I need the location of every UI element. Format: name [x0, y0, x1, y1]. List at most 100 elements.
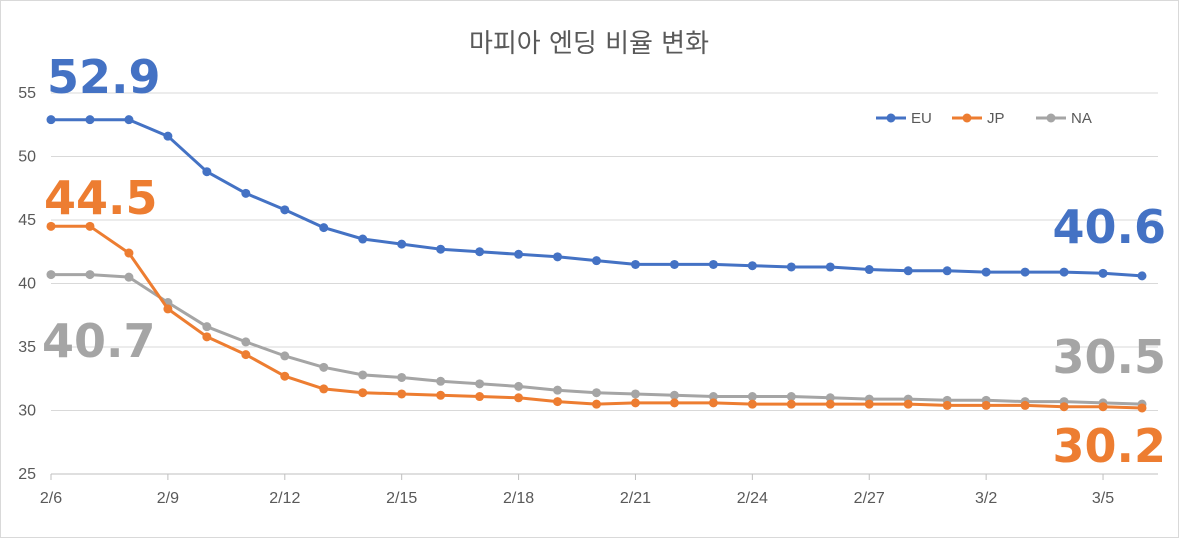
point-eu-2/10: [202, 167, 212, 177]
end-label-eu: 40.6: [1053, 200, 1167, 254]
y-tick-label-35: 35: [18, 339, 36, 356]
x-tick-label-2/27: 2/27: [854, 490, 885, 507]
point-jp-2/24: [747, 399, 757, 409]
point-na-2/23: [708, 392, 718, 402]
point-jp-3/5: [1098, 402, 1108, 412]
point-eu-2/18: [514, 249, 524, 259]
x-tick-label-2/18: 2/18: [503, 490, 534, 507]
point-eu-2/17: [475, 247, 485, 257]
point-eu-2/16: [436, 244, 446, 254]
point-jp-3/1: [942, 400, 952, 410]
point-jp-2/19: [553, 397, 563, 407]
point-eu-2/8: [124, 115, 134, 125]
legend-item-jp: JP: [952, 110, 1005, 127]
x-tick-label-2/24: 2/24: [737, 490, 768, 507]
x-tick-label-3/2: 3/2: [975, 490, 997, 507]
grid-layer: [51, 92, 1158, 411]
point-jp-2/21: [630, 398, 640, 408]
series-line-eu: [51, 118, 1143, 278]
point-eu-3/6: [1137, 271, 1147, 281]
legend-item-eu: EU: [876, 110, 932, 127]
point-eu-2/27: [864, 265, 874, 275]
legend-marker-na: [1046, 113, 1056, 123]
point-na-2/16: [436, 376, 446, 386]
point-eu-2/25: [786, 262, 796, 272]
series-eu: [46, 115, 1147, 281]
point-eu-3/3: [1020, 267, 1030, 277]
callout-layer: 52.9 40.6 44.5 30.2 40.7 30.5: [42, 50, 1166, 473]
x-tick-label-2/21: 2/21: [620, 490, 651, 507]
point-eu-3/5: [1098, 268, 1108, 278]
point-jp-2/20: [592, 399, 601, 409]
point-jp-2/14: [358, 388, 368, 398]
point-na-2/7: [85, 270, 95, 280]
point-jp-3/6: [1137, 403, 1147, 413]
point-na-2/11: [241, 337, 251, 347]
point-na-2/18: [514, 381, 524, 391]
y-tick-label-40: 40: [18, 276, 36, 293]
point-na-2/14: [358, 370, 368, 380]
legend-marker-eu: [886, 113, 896, 123]
legend-label-na: NA: [1071, 110, 1092, 127]
point-jp-2/17: [475, 392, 485, 402]
point-eu-3/2: [981, 267, 991, 277]
point-jp-2/10: [202, 332, 212, 342]
point-jp-2/11: [241, 350, 251, 360]
point-eu-2/12: [280, 205, 290, 215]
point-eu-2/11: [241, 188, 251, 198]
legend-label-jp: JP: [987, 110, 1005, 127]
start-label-na: 40.7: [42, 314, 156, 368]
point-eu-3/1: [942, 266, 952, 276]
axis-layer: 25 30 35 40 45 50 55 2/6 2/9 2/12 2/15 2/18 2/21 2/24…: [18, 85, 1158, 507]
point-jp-3/3: [1020, 400, 1030, 410]
point-na-2/25: [786, 392, 796, 402]
chart-title: 마피아 엔딩 비율 변화: [469, 29, 709, 59]
x-tick-label-3/5: 3/5: [1092, 490, 1114, 507]
point-jp-2/13: [319, 384, 329, 394]
point-eu-2/21: [630, 259, 640, 269]
legend-item-na: NA: [1036, 110, 1092, 127]
point-jp-3/2: [981, 400, 991, 410]
legend-marker-jp: [962, 113, 972, 123]
end-label-jp: 30.2: [1053, 419, 1167, 473]
point-na-2/20: [592, 388, 601, 398]
point-eu-2/23: [708, 259, 718, 269]
point-jp-2/12: [280, 371, 290, 381]
point-eu-2/15: [397, 239, 407, 249]
point-jp-2/18: [514, 393, 524, 403]
x-tick-label-2/9: 2/9: [157, 490, 179, 507]
point-eu-2/24: [747, 261, 757, 271]
y-tick-label-55: 55: [18, 85, 36, 102]
start-label-eu: 52.9: [47, 50, 161, 104]
point-eu-2/13: [319, 223, 329, 233]
point-jp-2/25: [786, 399, 796, 409]
point-eu-2/22: [669, 259, 679, 269]
series-jp: [46, 221, 1147, 413]
point-eu-2/20: [592, 256, 601, 266]
point-jp-2/6: [46, 221, 56, 231]
y-tick-label-30: 30: [18, 403, 36, 420]
end-label-na: 30.5: [1053, 330, 1167, 384]
y-tick-label-45: 45: [18, 212, 36, 229]
point-eu-2/9: [163, 131, 173, 141]
series-layer: [46, 115, 1147, 413]
y-tick-label-25: 25: [18, 466, 36, 483]
point-jp-2/23: [708, 398, 718, 408]
point-eu-2/19: [553, 252, 563, 262]
point-na-2/6: [46, 270, 56, 280]
point-na-2/17: [475, 379, 485, 389]
point-na-2/12: [280, 351, 290, 361]
point-jp-2/7: [85, 221, 95, 231]
point-na-2/13: [319, 362, 329, 372]
point-eu-2/7: [85, 115, 95, 125]
point-na-2/19: [553, 385, 563, 395]
start-label-jp: 44.5: [44, 171, 158, 225]
point-na-2/26: [825, 393, 835, 403]
point-jp-2/26: [825, 399, 835, 409]
point-na-2/10: [202, 322, 212, 332]
point-eu-2/6: [46, 115, 56, 125]
point-jp-2/8: [124, 248, 134, 258]
point-eu-2/14: [358, 234, 368, 244]
